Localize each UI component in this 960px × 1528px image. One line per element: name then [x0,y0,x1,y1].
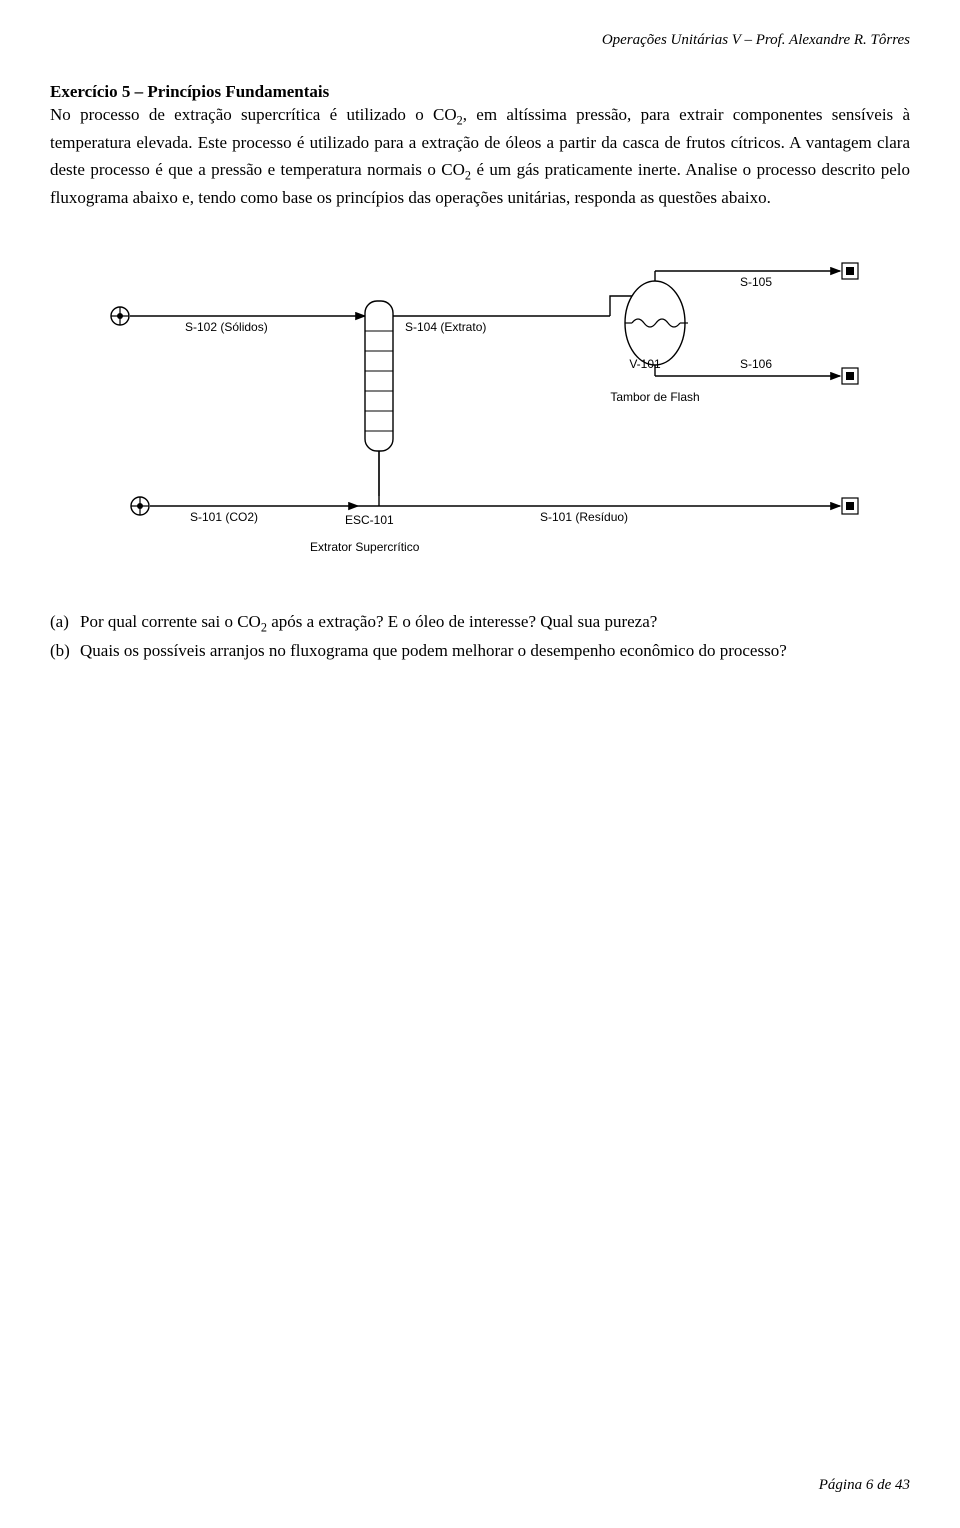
feed-source-icon [111,307,129,325]
sink-icon-s106 [842,368,858,384]
extractor-column-icon [365,301,393,451]
question-b: (b) Quais os possíveis arranjos no fluxo… [50,638,910,664]
question-b-text: Quais os possíveis arranjos no fluxogram… [80,638,787,664]
process-flow-diagram: S-102 (Sólidos) S-104 (Extrato) S-105 S-… [50,241,910,581]
qa-pre: Por qual corrente sai o CO [80,612,261,631]
label-s101-co2: S-101 (CO2) [190,510,258,524]
page-header: Operações Unitárias V – Prof. Alexandre … [602,32,910,49]
label-s104: S-104 (Extrato) [405,320,486,334]
sink-icon-residue [842,498,858,514]
flash-drum-icon [625,281,688,365]
label-s105: S-105 [740,275,772,289]
label-s102: S-102 (Sólidos) [185,320,268,334]
questions-block: (a) Por qual corrente sai o CO2 após a e… [50,609,910,664]
sink-icon-s105 [842,263,858,279]
label-v101: V-101 [629,357,661,371]
para-part-1: No processo de extração supercrítica é u… [50,105,457,124]
label-s106: S-106 [740,357,772,371]
label-esc101: ESC-101 [345,513,394,527]
exercise-title: Exercício 5 – Princípios Fundamentais [50,82,910,102]
feed-source-icon-co2 [131,497,149,515]
page-footer: Página 6 de 43 [819,1477,910,1494]
exercise-paragraph: No processo de extração supercrítica é u… [50,102,910,211]
label-flash: Tambor de Flash [610,390,699,404]
question-b-letter: (b) [50,638,80,664]
question-a: (a) Por qual corrente sai o CO2 após a e… [50,609,910,637]
label-extractor: Extrator Supercrítico [310,540,420,554]
label-s101-residue: S-101 (Resíduo) [540,510,628,524]
question-a-text: Por qual corrente sai o CO2 após a extra… [80,609,657,637]
question-a-letter: (a) [50,609,80,637]
qa-post: após a extração? E o óleo de interesse? … [267,612,657,631]
